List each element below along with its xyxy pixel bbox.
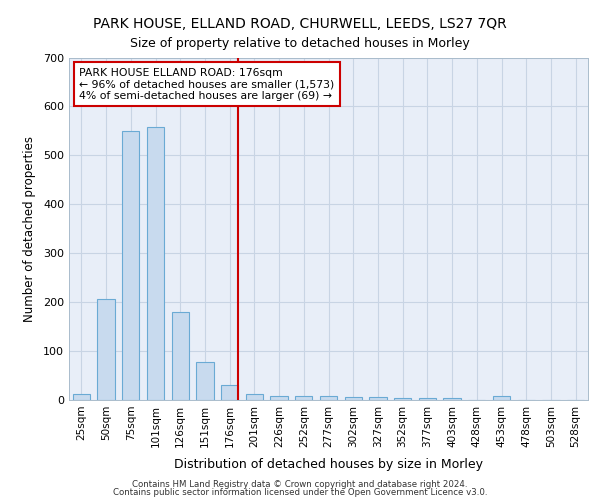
Bar: [394, 398, 411, 400]
Bar: [369, 397, 386, 400]
Bar: [493, 396, 510, 400]
Bar: [172, 312, 189, 400]
Bar: [419, 398, 436, 400]
Text: PARK HOUSE, ELLAND ROAD, CHURWELL, LEEDS, LS27 7QR: PARK HOUSE, ELLAND ROAD, CHURWELL, LEEDS…: [93, 18, 507, 32]
Bar: [271, 396, 288, 400]
Text: Contains HM Land Registry data © Crown copyright and database right 2024.: Contains HM Land Registry data © Crown c…: [132, 480, 468, 489]
Bar: [443, 398, 461, 400]
Text: PARK HOUSE ELLAND ROAD: 176sqm
← 96% of detached houses are smaller (1,573)
4% o: PARK HOUSE ELLAND ROAD: 176sqm ← 96% of …: [79, 68, 335, 101]
Bar: [295, 396, 313, 400]
Bar: [122, 131, 139, 400]
Bar: [73, 394, 90, 400]
Text: Contains public sector information licensed under the Open Government Licence v3: Contains public sector information licen…: [113, 488, 487, 497]
Bar: [320, 396, 337, 400]
Y-axis label: Number of detached properties: Number of detached properties: [23, 136, 36, 322]
X-axis label: Distribution of detached houses by size in Morley: Distribution of detached houses by size …: [174, 458, 483, 471]
Bar: [344, 396, 362, 400]
Bar: [97, 298, 115, 400]
Bar: [246, 394, 263, 400]
Bar: [147, 128, 164, 400]
Bar: [196, 362, 214, 400]
Bar: [221, 386, 238, 400]
Text: Size of property relative to detached houses in Morley: Size of property relative to detached ho…: [130, 38, 470, 51]
